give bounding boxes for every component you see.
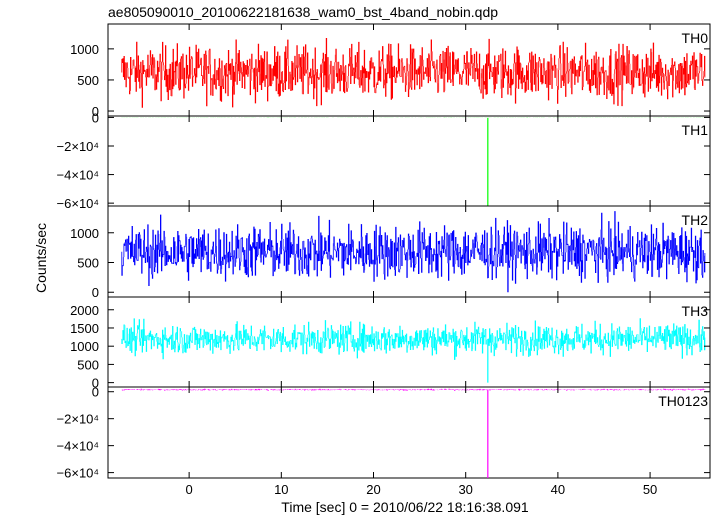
y-tick-label: 1500: [70, 321, 99, 336]
series-th3: [121, 318, 706, 360]
y-tick-label: −4×10⁴: [57, 439, 99, 454]
x-tick-label: 50: [643, 482, 657, 497]
panel-frame: [107, 386, 711, 479]
x-tick-label: 20: [366, 482, 380, 497]
panel-label-th3: TH3: [682, 303, 709, 319]
series-th2: [121, 211, 706, 293]
y-tick-label: 0: [92, 110, 99, 125]
x-tick-label: 40: [551, 482, 565, 497]
panel-th1: 0 −2×10⁴ −4×10⁴ −6×10⁴ TH1: [57, 110, 711, 211]
chart-title: ae805090010_20100622181638_wam0_bst_4ban…: [108, 4, 498, 20]
y-tick-label: −6×10⁴: [57, 196, 99, 211]
y-tick-label: 0: [92, 385, 99, 400]
panel-label-th1: TH1: [682, 122, 709, 138]
y-tick-label: 1000: [70, 339, 99, 354]
y-tick-label: 500: [77, 73, 99, 88]
chart-panels: 0 500 1000 TH0 0 −2×10⁴ −4×10⁴ −6×10⁴ TH1 0 500 100…: [57, 23, 711, 481]
y-tick-label: −6×10⁴: [57, 466, 99, 481]
y-tick-label: −2×10⁴: [57, 139, 99, 154]
panel-th0: 0 500 1000 TH0: [70, 23, 711, 119]
panel-frame: [107, 115, 711, 207]
panel-th3: 0 500 1000 1500 2000 TH3: [70, 296, 711, 391]
panel-label-th0123: TH0123: [658, 393, 708, 409]
x-tick-label: 0: [186, 482, 193, 497]
series-th0: [121, 38, 706, 108]
y-tick-label: 1000: [70, 226, 99, 241]
panel-th2: 0 500 1000 TH2: [70, 205, 711, 300]
y-tick-label: 0: [92, 104, 99, 119]
x-axis-tick-labels: 0 10 20 30 40 50: [186, 482, 658, 497]
x-axis-label: Time [sec] 0 = 2010/06/22 18:16:38.091: [281, 499, 529, 515]
y-axis-label: Counts/sec: [33, 223, 49, 293]
y-tick-label: −2×10⁴: [57, 412, 99, 427]
x-tick-label: 30: [458, 482, 472, 497]
x-tick-label: 10: [274, 482, 288, 497]
y-tick-label: −4×10⁴: [57, 168, 99, 183]
y-tick-label: 0: [92, 285, 99, 300]
series-th0123: [121, 388, 706, 391]
panel-label-th0: TH0: [682, 30, 709, 46]
panel-frame: [107, 23, 711, 117]
panel-label-th2: TH2: [682, 212, 709, 228]
y-tick-label: 0: [92, 376, 99, 391]
panel-th0123: 0 −2×10⁴ −4×10⁴ −6×10⁴ TH0123: [57, 385, 711, 481]
y-tick-label: 500: [77, 357, 99, 372]
y-tick-label: 2000: [70, 303, 99, 318]
y-tick-label: 500: [77, 256, 99, 271]
y-tick-label: 1000: [70, 42, 99, 57]
